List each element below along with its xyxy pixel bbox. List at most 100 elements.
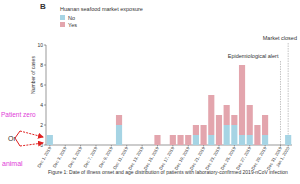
bar	[224, 125, 230, 145]
bar	[139, 145, 145, 146]
y-tick-label: 4	[40, 102, 43, 108]
bar	[78, 145, 84, 146]
bar	[47, 135, 53, 136]
y-tick	[44, 105, 46, 106]
title: B	[40, 2, 46, 11]
y-tick	[44, 65, 46, 66]
y-axis	[46, 45, 47, 145]
bar	[247, 135, 253, 145]
arrow	[20, 143, 43, 146]
bar	[116, 115, 122, 125]
x-tick-label: Dec 5, 2019	[67, 145, 83, 168]
bar	[54, 145, 60, 146]
y-tick-label: 6	[40, 82, 43, 88]
bar	[62, 145, 68, 146]
bar	[85, 145, 91, 146]
bracket	[15, 131, 20, 146]
x-tick	[126, 145, 127, 147]
bar	[108, 145, 114, 146]
y-tick	[44, 125, 46, 126]
bar	[70, 145, 76, 146]
bar	[262, 115, 268, 135]
x-tick-label: Dec 17, 2019	[158, 145, 175, 170]
bar	[108, 145, 114, 146]
bar	[162, 145, 168, 146]
arrow	[20, 131, 43, 137]
bar	[270, 145, 276, 146]
bar	[262, 135, 268, 145]
bar	[78, 145, 84, 146]
x-tick-label: Dec 3, 2019	[52, 145, 68, 168]
bar	[224, 105, 230, 125]
x-tick	[234, 145, 235, 147]
caption-line: Figure 1: Date of illness onset and age …	[48, 169, 288, 175]
bars	[47, 65, 291, 145]
bar	[239, 65, 245, 135]
legend-label: Yes	[68, 22, 77, 28]
bar	[231, 125, 237, 145]
bar	[201, 125, 207, 145]
bar	[70, 145, 76, 146]
legend-swatch	[60, 22, 65, 27]
x-tick-label: Dec 9, 2019	[98, 145, 114, 168]
bar	[285, 135, 291, 145]
bar	[154, 135, 160, 145]
x-tick	[188, 145, 189, 147]
bar	[131, 145, 137, 146]
legend-title: Huanan seafood market exposure	[60, 6, 143, 12]
x-tick	[65, 145, 66, 147]
x-tick-label: Dec 29, 2019	[250, 145, 267, 170]
bar	[116, 125, 122, 145]
bar	[85, 145, 91, 146]
y-tick-label: 10	[37, 42, 43, 48]
x-tick	[80, 145, 81, 147]
bar	[162, 145, 168, 146]
x-tick	[265, 145, 266, 147]
x-tick-label: Jan 1, 2020	[275, 145, 291, 167]
bar	[208, 135, 214, 145]
x-tick	[203, 145, 204, 147]
x-tick-label: Dec 13, 2019	[127, 145, 144, 170]
bar	[185, 135, 191, 145]
y-tick	[44, 145, 46, 146]
x-tick	[111, 145, 112, 147]
x-tick	[218, 145, 219, 147]
y-tick	[44, 85, 46, 86]
bar	[131, 145, 137, 146]
market-line	[288, 43, 289, 145]
x-tick-label: Dec 11, 2019	[112, 145, 129, 170]
bar	[124, 145, 130, 146]
y-tick-label: 2	[40, 122, 43, 128]
x-tick	[280, 145, 281, 147]
x-tick-label: Dec 19, 2019	[173, 145, 190, 170]
bar	[193, 125, 199, 135]
bar	[101, 145, 107, 146]
bar	[93, 145, 99, 146]
bar	[54, 145, 60, 146]
bar	[277, 145, 283, 146]
bar	[62, 145, 68, 146]
bar	[177, 135, 183, 145]
alert-line	[280, 61, 281, 145]
x-tick-label: Dec 25, 2019	[220, 145, 237, 170]
bar	[216, 115, 222, 145]
x-tick	[288, 145, 289, 147]
bar	[208, 95, 214, 135]
x-tick	[157, 145, 158, 147]
bar	[170, 135, 176, 145]
bar	[277, 145, 283, 146]
x-tick-label: Dec 1, 2019	[36, 145, 52, 168]
bar	[147, 145, 153, 146]
x-tick	[95, 145, 96, 147]
x-tick	[49, 145, 50, 147]
annotation: Patient zero	[1, 111, 36, 118]
bar	[93, 145, 99, 146]
bar	[193, 135, 199, 145]
bar	[247, 105, 253, 135]
x-tick	[249, 145, 250, 147]
x-tick	[172, 145, 173, 147]
x-tick	[142, 145, 143, 147]
bar	[285, 135, 291, 136]
legend-label: No	[68, 15, 75, 21]
annotation: Epidemiological alert	[228, 53, 279, 59]
